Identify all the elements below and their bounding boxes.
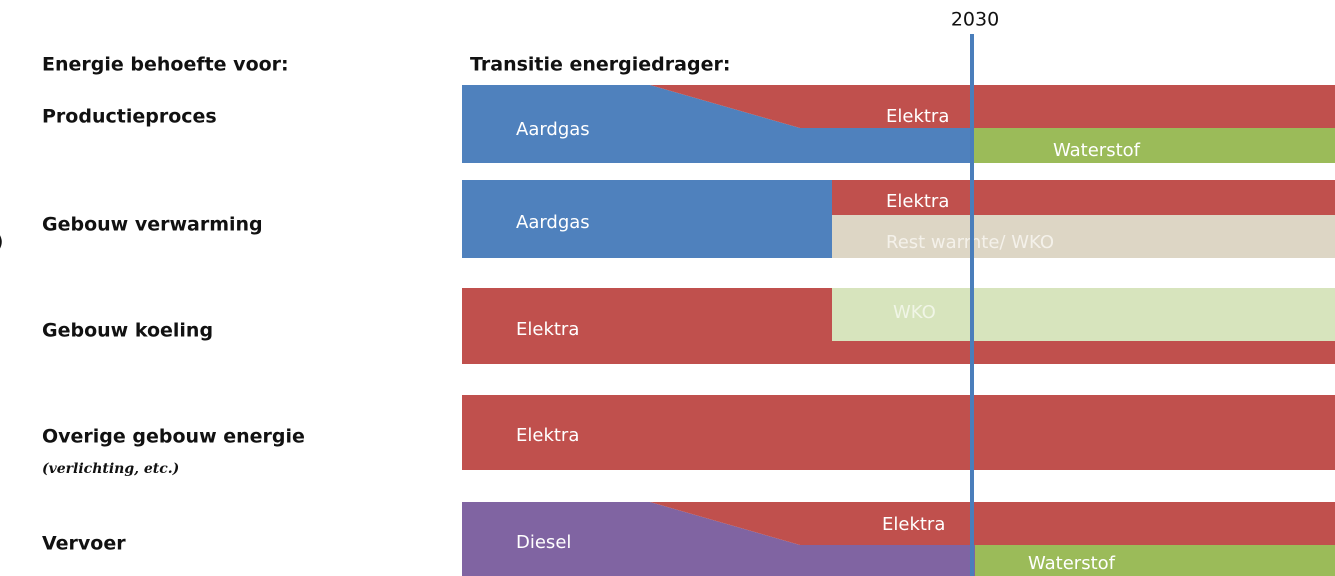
carrier-label: Aardgas [516,119,590,140]
milestone-label: 2030 [951,9,999,31]
band [975,545,1335,576]
row-label: Gebouw verwarming [42,214,263,236]
band [832,215,1335,258]
carrier-label: Elektra [516,319,579,340]
carrier-label: Diesel [516,532,571,553]
band [832,180,1335,215]
carrier-label: Aardgas [516,212,590,233]
carrier-label: Elektra [886,106,949,127]
needs-title: Energie behoefte voor: [42,54,289,76]
row-label: Gebouw koeling [42,320,213,342]
band [832,288,1335,341]
carrier-label: Waterstof [1028,553,1116,574]
carrier-label: Elektra [886,191,949,212]
band [462,502,975,576]
row-label: Productieproces [42,106,217,128]
edge-fragment: ) [0,231,3,253]
transition-title: Transitie energiedrager: [470,54,730,76]
band [972,128,1335,163]
carrier-label: Waterstof [1053,140,1141,161]
carrier-label: Elektra [516,425,579,446]
row-note: (verlichting, etc.) [42,461,179,477]
band [462,395,1335,470]
band [462,180,832,258]
band [650,85,1335,128]
row-label: Vervoer [42,533,126,555]
band [650,502,1335,545]
band [462,85,972,163]
carrier-label: WKO [893,302,936,323]
carrier-label: Elektra [882,514,945,535]
row-label: Overige gebouw energie [42,426,305,448]
